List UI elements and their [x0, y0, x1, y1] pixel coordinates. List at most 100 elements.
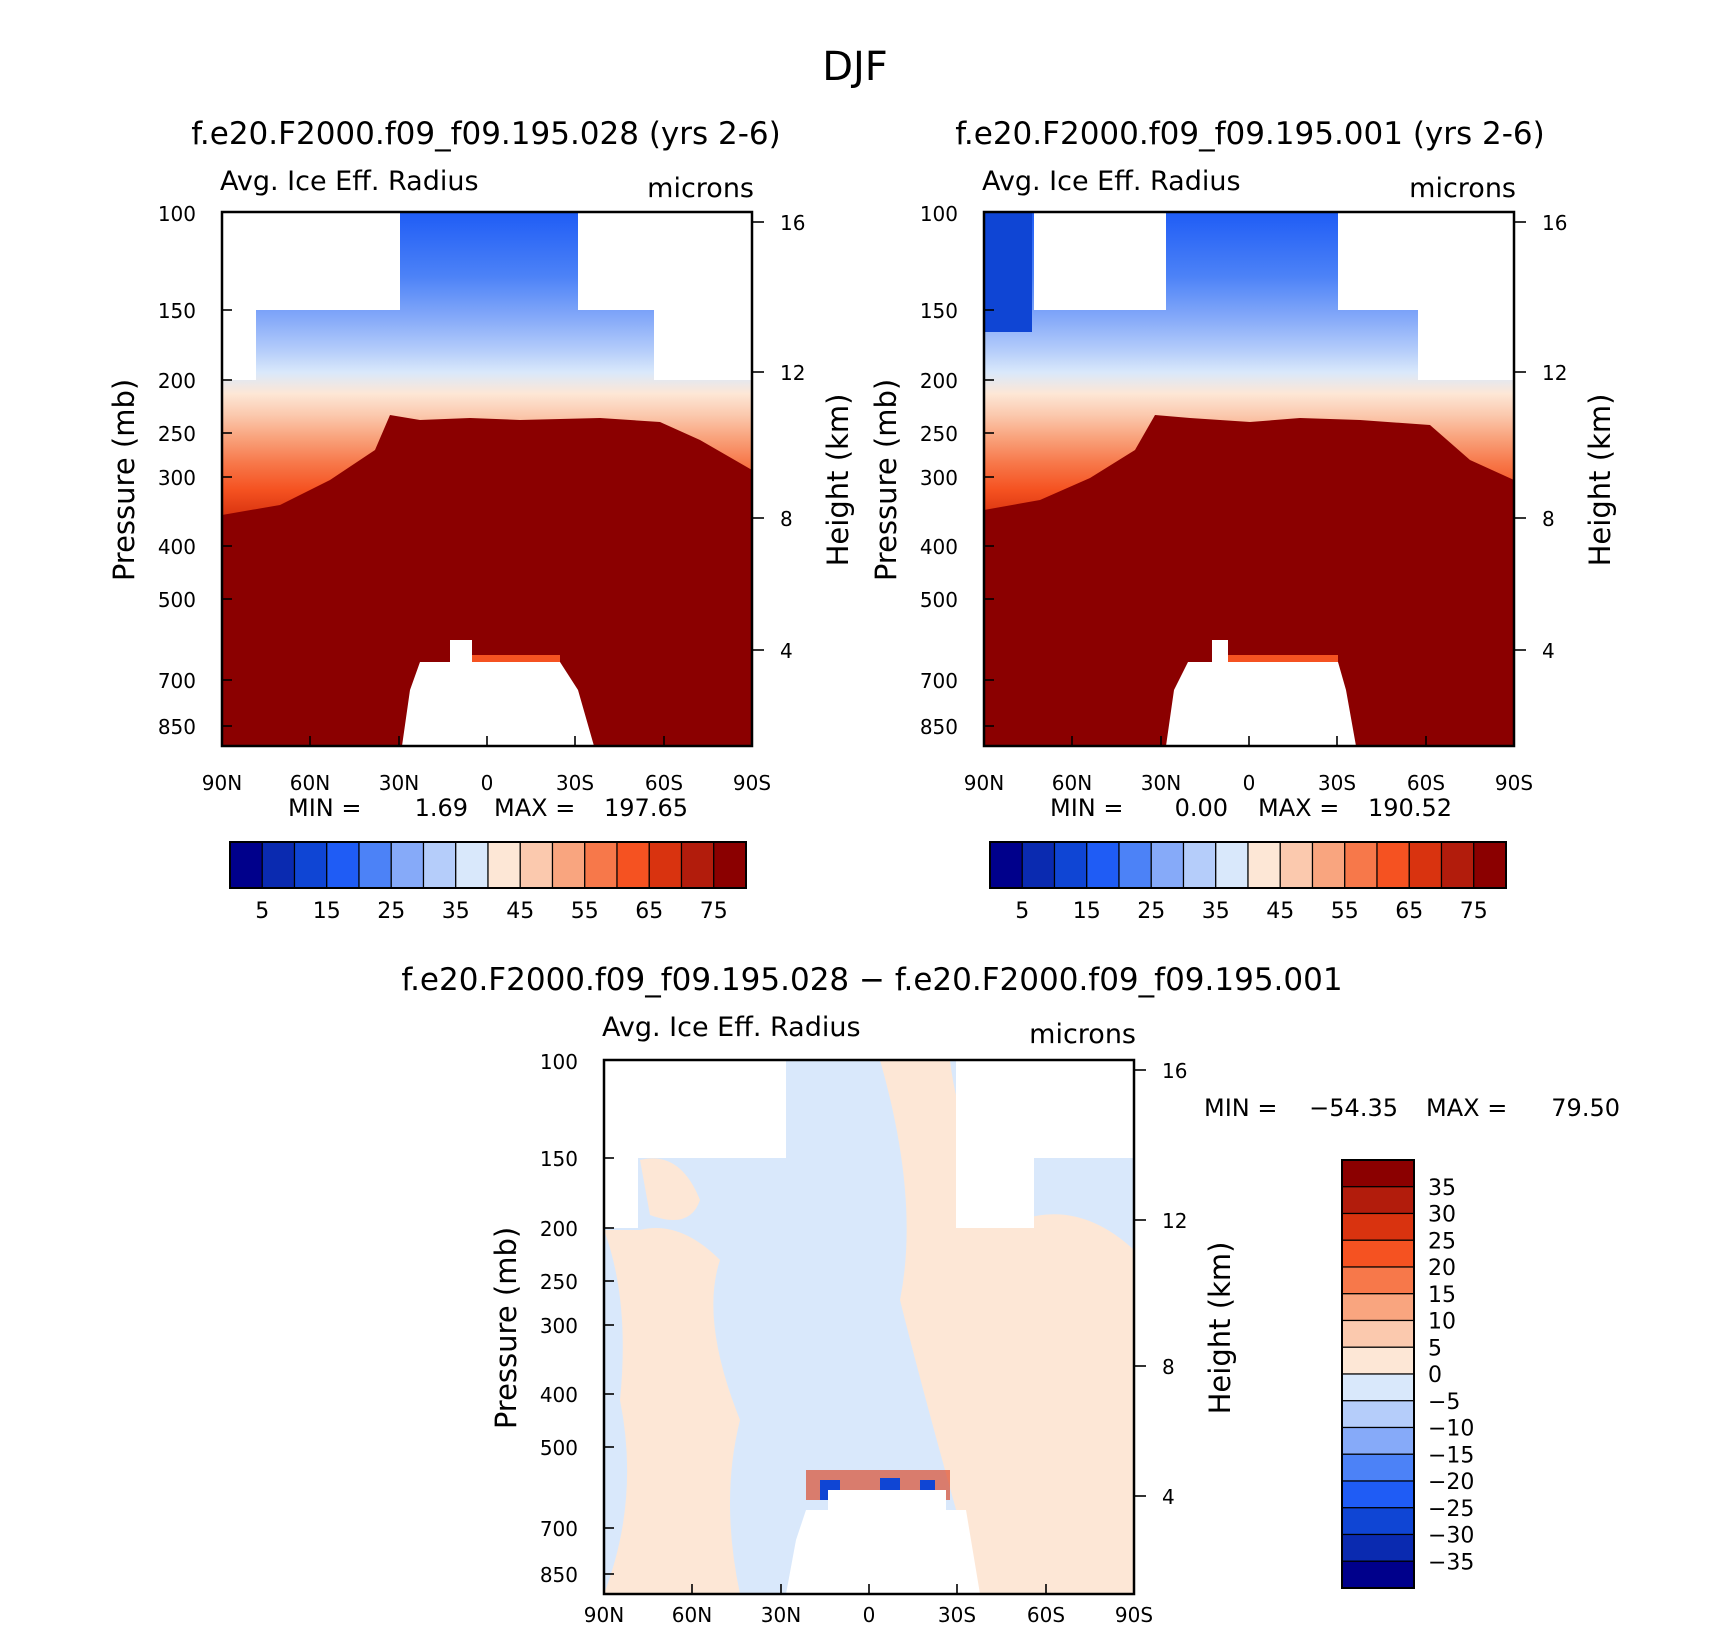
- y-tick-label: 850: [540, 1563, 578, 1587]
- y-tick-labels-difference: 100 150 200 250 300 400 500 700 850: [540, 1050, 578, 1587]
- x-tick-label: 90S: [733, 771, 771, 795]
- max-value-left: 197.65: [604, 794, 688, 822]
- colorbar-swatch: [422, 841, 457, 889]
- y-axis-label-difference: Pressure (mb): [489, 1227, 523, 1429]
- colorbar-swatch: [1341, 1266, 1415, 1295]
- y-tick-label: 300: [540, 1314, 578, 1338]
- mask-bottom: [786, 1490, 980, 1594]
- colorbar-frame: [1341, 1159, 1415, 1589]
- min-value-difference: −54.35: [1309, 1094, 1398, 1122]
- colorbar-frame: [989, 841, 1507, 889]
- y-axis-label-right: Pressure (mb): [869, 379, 903, 581]
- mask-top-right: [956, 1060, 1134, 1228]
- colorbar-swatch: [1344, 841, 1378, 889]
- y2-axis-label-difference: Height (km): [1203, 1242, 1237, 1415]
- colorbar-label: 15: [313, 899, 341, 924]
- y-tick-label: 300: [158, 466, 196, 490]
- y2-tick-label: 4: [780, 639, 793, 663]
- field-polar-blue: [984, 212, 1032, 332]
- x-tick-label: 60N: [672, 1603, 712, 1627]
- x-tick-label: 0: [1243, 771, 1256, 795]
- x-tick-label: 30N: [761, 1603, 801, 1627]
- x-tick-label: 90S: [1115, 1603, 1153, 1627]
- min-value-right: 0.00: [1175, 794, 1228, 822]
- x-tick-label: 0: [481, 771, 494, 795]
- colorbar-label: 25: [377, 899, 405, 924]
- x-tick-label: 30N: [1141, 771, 1181, 795]
- surface-band: [472, 655, 560, 662]
- colorbar-label: 25: [1428, 1229, 1456, 1254]
- y-tick-label: 100: [540, 1050, 578, 1074]
- mask-top-a: [1034, 212, 1166, 310]
- colorbar-swatch: [680, 841, 715, 889]
- y-tick-label: 200: [920, 369, 958, 393]
- colorbar-label: −30: [1428, 1524, 1474, 1549]
- y2-tick-labels-right: 16 12 8 4: [1542, 211, 1567, 663]
- colorbar-swatch: [1341, 1400, 1415, 1429]
- panel-title-difference: f.e20.F2000.f09_f09.195.028 − f.e20.F200…: [401, 962, 1342, 998]
- x-tick-label: 30S: [938, 1603, 976, 1627]
- colorbar-label: 15: [1073, 899, 1101, 924]
- panel-title-right: f.e20.F2000.f09_f09.195.001 (yrs 2-6): [955, 116, 1545, 152]
- surface-band: [1228, 655, 1338, 662]
- variable-label-right: Avg. Ice Eff. Radius: [982, 166, 1241, 197]
- units-label-left: microns: [647, 173, 754, 204]
- colorbar-label: −10: [1428, 1417, 1474, 1442]
- y-tick-label: 200: [540, 1217, 578, 1241]
- plot-area-right: [982, 210, 1516, 748]
- x-tick-label: 60S: [645, 771, 683, 795]
- colorbar-label: 75: [700, 899, 728, 924]
- colorbar-swatch: [1376, 841, 1410, 889]
- colorbar-label: 55: [571, 899, 599, 924]
- y-tick-labels-left: 100 150 200 250 300 400 500 700 850: [158, 202, 196, 739]
- colorbar-label: −35: [1428, 1550, 1474, 1575]
- min-value-left: 1.69: [415, 794, 468, 822]
- y-tick-label: 300: [920, 466, 958, 490]
- panel-right: f.e20.F2000.f09_f09.195.001 (yrs 2-6) Av…: [869, 116, 1617, 924]
- y-tick-label: 150: [158, 299, 196, 323]
- colorbar-label: 45: [1266, 899, 1294, 924]
- colorbar-swatch: [1341, 1212, 1415, 1241]
- x-tick-label: 30N: [379, 771, 419, 795]
- y2-tick-label: 16: [780, 211, 805, 235]
- colorbar-label: −5: [1428, 1390, 1460, 1415]
- min-label-right: MIN =: [1050, 794, 1123, 822]
- colorbar-swatch: [1341, 1560, 1415, 1589]
- colorbar-label: 5: [1428, 1336, 1442, 1361]
- y-tick-label: 100: [158, 202, 196, 226]
- x-tick-label: 90N: [964, 771, 1004, 795]
- colorbar-label: 35: [1202, 899, 1230, 924]
- colorbar-swatch: [1215, 841, 1249, 889]
- colorbar-swatch: [261, 841, 296, 889]
- y-tick-label: 150: [540, 1147, 578, 1171]
- figure-title: DJF: [822, 44, 888, 90]
- colorbar-label: 65: [635, 899, 663, 924]
- colorbar-swatch: [1341, 1480, 1415, 1509]
- field-patch: [640, 1158, 700, 1220]
- colorbar-label: 65: [1395, 899, 1423, 924]
- y-tick-label: 400: [920, 535, 958, 559]
- colorbar-swatch: [1341, 1239, 1415, 1268]
- panel-left: f.e20.F2000.f09_f09.195.028 (yrs 2-6) Av…: [107, 116, 855, 924]
- y-tick-label: 500: [540, 1436, 578, 1460]
- colorbar-swatch: [1021, 841, 1056, 889]
- colorbar-label: 55: [1331, 899, 1359, 924]
- x-tick-label: 90S: [1495, 771, 1533, 795]
- mask-top-left: [604, 1060, 786, 1228]
- y-tick-labels-right: 100 150 200 250 300 400 500 700 850: [920, 202, 958, 739]
- colorbar-right: 5 15 25 35 45 55 65 75: [989, 841, 1507, 924]
- field-core-right: [984, 415, 1514, 746]
- colorbar-swatch: [1341, 1346, 1415, 1375]
- y-tick-label: 850: [920, 715, 958, 739]
- y2-tick-labels-left: 16 12 8 4: [780, 211, 805, 663]
- max-label-left: MAX =: [494, 794, 575, 822]
- colorbar-label: −15: [1428, 1443, 1474, 1468]
- y-tick-label: 250: [540, 1270, 578, 1294]
- colorbar-frame: [229, 841, 747, 889]
- x-tick-label: 60S: [1027, 1603, 1065, 1627]
- colorbar-label: 30: [1428, 1203, 1456, 1228]
- colorbar-swatch: [1341, 1507, 1415, 1536]
- x-tick-labels-right: 90N 60N 30N 0 30S 60S 90S: [964, 771, 1533, 795]
- y2-axis-label-right: Height (km): [1583, 394, 1617, 567]
- y-tick-label: 500: [920, 588, 958, 612]
